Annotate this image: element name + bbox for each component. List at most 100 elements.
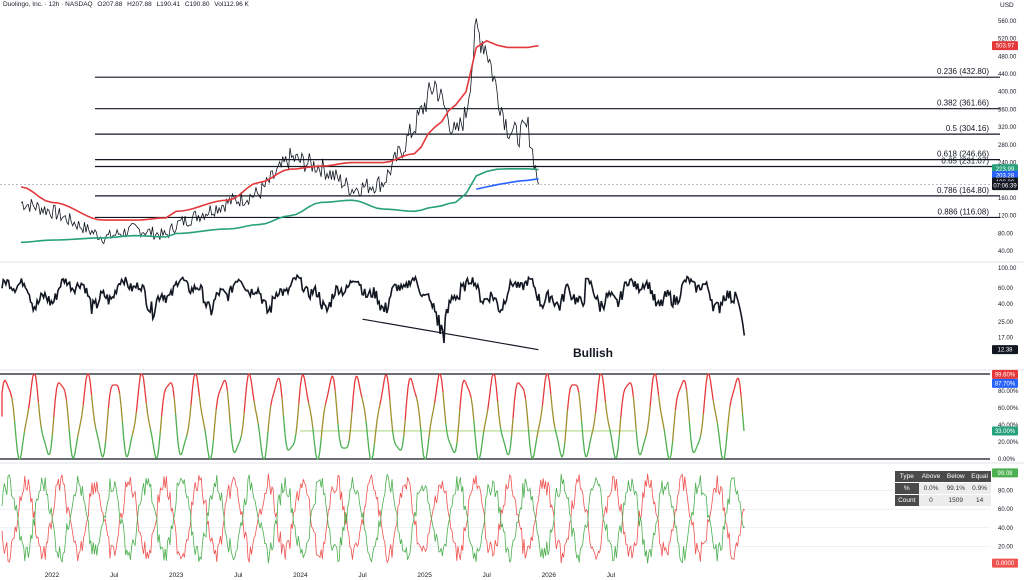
stochastic-segment bbox=[187, 418, 191, 430]
ratio-panel bbox=[0, 473, 990, 564]
stochastic-segment bbox=[299, 376, 303, 388]
price-tag-green: 223.99 bbox=[996, 167, 1015, 173]
stochastic-segment bbox=[293, 433, 297, 442]
stochastic-segment bbox=[254, 408, 258, 417]
stochastic-segment bbox=[725, 432, 728, 448]
stochastic-segment bbox=[76, 429, 80, 438]
oscillator-panel: Bullish bbox=[1, 273, 746, 360]
stochastic-segment bbox=[496, 400, 500, 416]
stochastic-segment bbox=[387, 384, 391, 400]
stochastic-segment bbox=[4, 379, 7, 383]
stochastic-segment bbox=[246, 373, 250, 383]
stochastic-segment bbox=[464, 381, 468, 386]
stochastic-segment bbox=[335, 407, 339, 425]
stochastic-segment bbox=[403, 419, 406, 436]
stochastic-segment bbox=[235, 447, 238, 452]
stochastic-segment bbox=[642, 440, 646, 446]
stochastic-segment bbox=[268, 405, 272, 417]
stochastic-segment bbox=[518, 382, 521, 385]
stochastic-segment bbox=[603, 388, 607, 402]
stochastic-segment bbox=[137, 383, 140, 398]
stochastic-segment bbox=[552, 420, 556, 429]
stochastic-segment bbox=[664, 438, 668, 450]
stochastic-segment bbox=[202, 422, 206, 431]
stochastic-segment bbox=[629, 382, 633, 387]
stochastic-segment bbox=[75, 437, 79, 447]
stochastic-segment bbox=[520, 385, 524, 389]
stochastic-segment bbox=[394, 444, 398, 447]
stochastic-segment bbox=[285, 443, 289, 450]
stats-header-row: Type Above Below Equal bbox=[895, 471, 991, 483]
stochastic-segment bbox=[12, 406, 16, 422]
grid bbox=[0, 261, 1024, 464]
stochastic-segment bbox=[594, 398, 598, 413]
stochastic-segment bbox=[585, 455, 588, 458]
oscillator-tick-label: 60.00 bbox=[998, 286, 1014, 292]
stochastic-segment bbox=[338, 437, 342, 446]
stochastic-segment bbox=[148, 422, 152, 429]
stochastic-segment bbox=[508, 448, 511, 455]
stochastic-segment bbox=[358, 383, 362, 392]
stochastic-segment bbox=[382, 380, 385, 390]
stochastic-segment bbox=[484, 417, 488, 425]
stochastic-segment bbox=[123, 438, 126, 452]
stochastic-segment bbox=[389, 399, 392, 417]
stochastic-segment bbox=[93, 420, 97, 429]
stats-row: % 0.0% 99.1% 0.9% bbox=[895, 482, 991, 495]
stochastic-segment bbox=[499, 427, 503, 435]
stochastic-segment bbox=[340, 445, 343, 449]
stochastic-segment bbox=[298, 387, 301, 404]
stochastic-segment bbox=[694, 447, 698, 452]
stochastic-segment bbox=[271, 393, 275, 399]
stochastic-segment bbox=[543, 380, 546, 393]
stochastic-segment bbox=[446, 433, 450, 440]
stochastic-segment bbox=[468, 391, 472, 398]
stochastic-segment bbox=[713, 408, 717, 416]
time-tick-label: 2026 bbox=[542, 572, 557, 579]
stochastic-segment bbox=[89, 381, 93, 396]
stochastic-segment bbox=[669, 454, 672, 460]
stochastic-segment bbox=[50, 434, 54, 449]
stochastic-segment bbox=[321, 412, 325, 425]
bullish-annotation: Bullish bbox=[573, 346, 613, 360]
stochastic-segment bbox=[580, 420, 584, 438]
stochastic-segment bbox=[177, 445, 181, 455]
stochastic-segment bbox=[135, 397, 139, 412]
stochastic-segment bbox=[442, 392, 446, 409]
stochastic-segment bbox=[324, 398, 328, 405]
stochastic-segment bbox=[306, 395, 310, 403]
stochastic-segment bbox=[26, 408, 30, 417]
stochastic-segment bbox=[82, 391, 86, 405]
stochastic-segment bbox=[267, 416, 271, 432]
stochastic-segment bbox=[417, 403, 420, 414]
open-value: O207.88 bbox=[97, 1, 123, 8]
stochastic-segment bbox=[679, 386, 682, 391]
stochastic-segment bbox=[536, 430, 539, 438]
stochastic-segment bbox=[599, 373, 602, 376]
stochastic-segment bbox=[249, 373, 252, 381]
stochastic-segment bbox=[492, 373, 496, 376]
stochastic-segment bbox=[368, 448, 371, 459]
stochastic-segment bbox=[194, 373, 197, 376]
stochastic-segment bbox=[601, 376, 605, 389]
stochastic-segment bbox=[641, 445, 644, 452]
stochastic-segment bbox=[92, 409, 96, 421]
stochastic-segment bbox=[676, 393, 679, 400]
stochastic-segment bbox=[1, 383, 5, 394]
ratio-tick-label: 20.00 bbox=[998, 544, 1014, 550]
stats-header-cell: Above bbox=[918, 471, 944, 483]
stochastic-segment bbox=[699, 427, 703, 437]
stochastic-segment bbox=[386, 375, 390, 385]
stochastic-segment bbox=[414, 392, 418, 398]
stochastic-segment bbox=[48, 447, 52, 455]
stochastic-segment bbox=[718, 433, 721, 446]
oscillator-tick-label: 25.00 bbox=[998, 320, 1014, 326]
stochastic-segment bbox=[666, 449, 670, 458]
price-tick-label: 160.00 bbox=[998, 196, 1017, 202]
stochastic-segment bbox=[65, 399, 69, 414]
stochastic-segment bbox=[592, 422, 595, 431]
stochastic-segment bbox=[393, 439, 397, 445]
stochastic-segment bbox=[509, 435, 513, 449]
stochastic-segment bbox=[412, 387, 416, 393]
